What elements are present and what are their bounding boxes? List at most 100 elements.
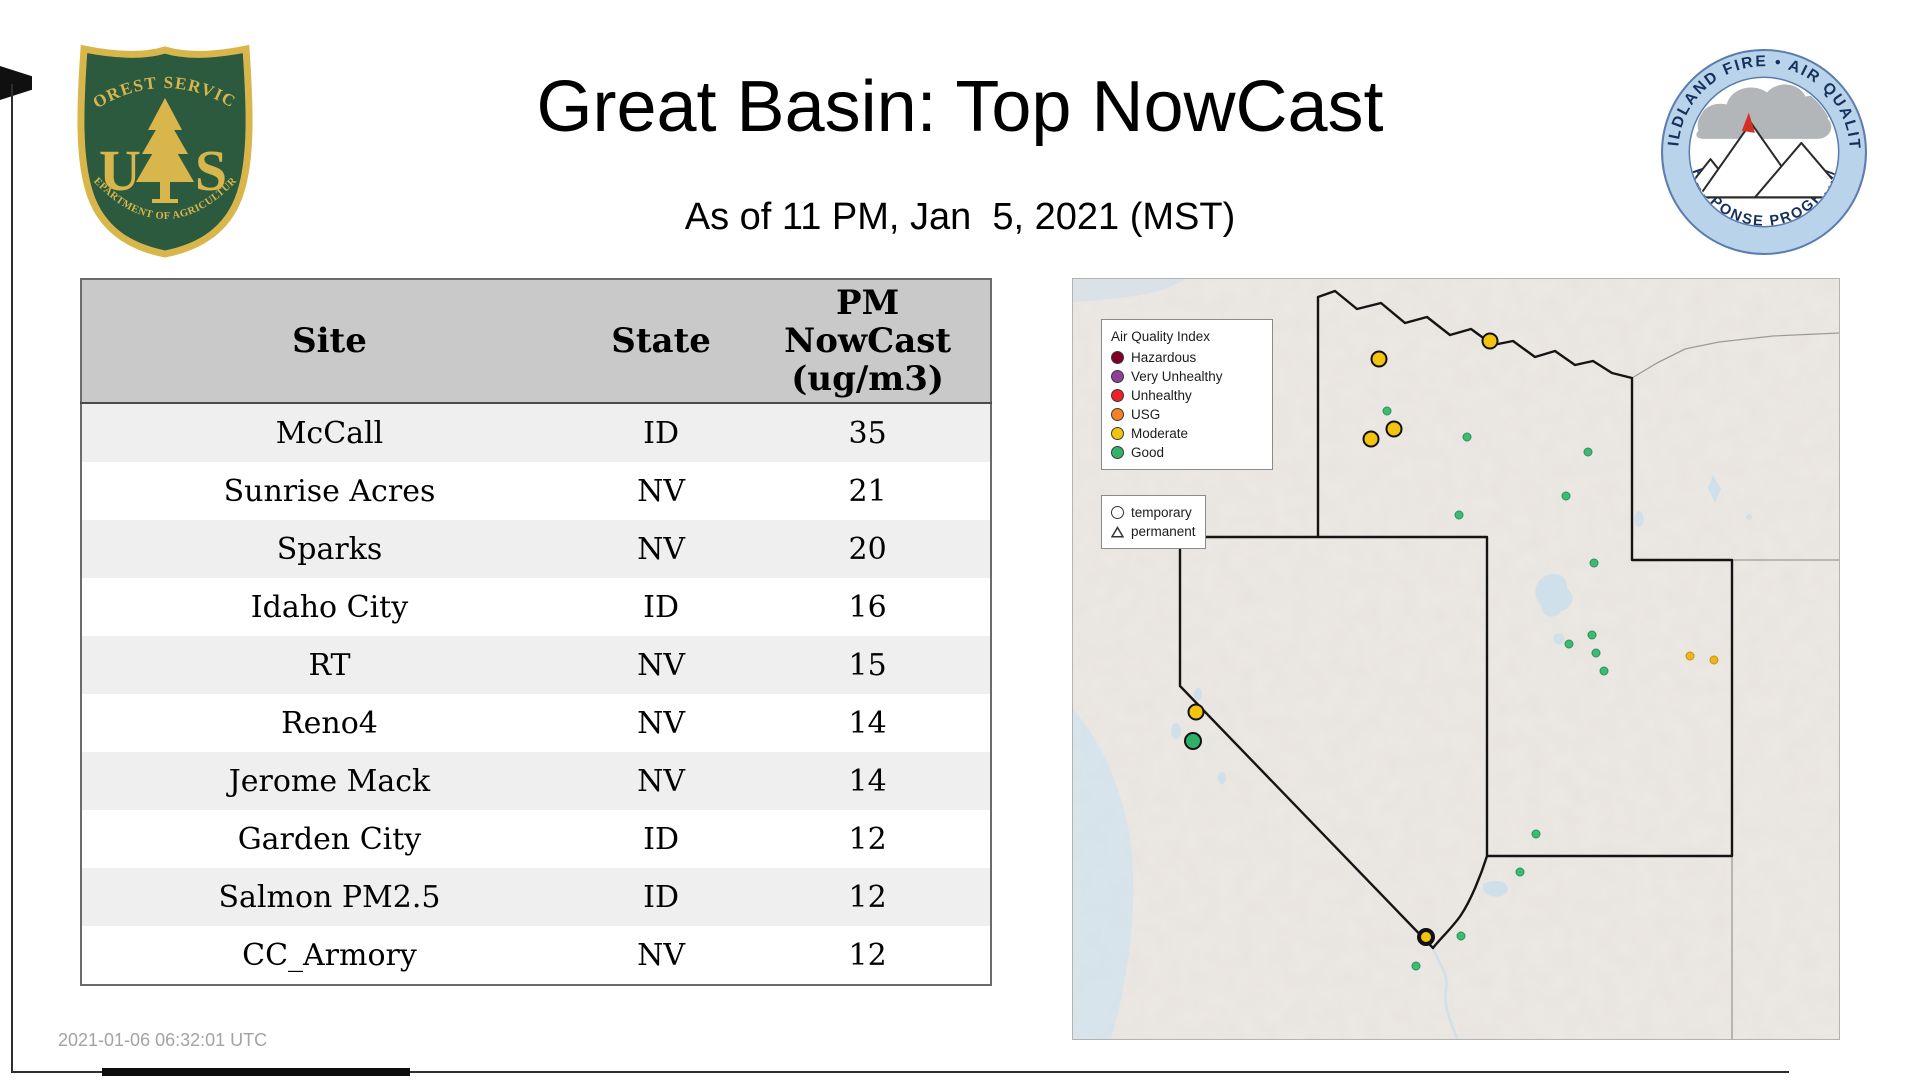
map-marker-moderate-small (1709, 655, 1719, 665)
water-bodies (1073, 279, 1752, 1039)
map-marker-good-small (1382, 406, 1392, 416)
permanent-label: permanent (1131, 524, 1196, 539)
wfaqrp-logo: WILDLAND FIRE • AIR QUALITY RESPONSE PRO… (1658, 46, 1867, 255)
aqi-legend-title: Air Quality Index (1111, 329, 1211, 344)
aqi-legend-item: Moderate (1111, 424, 1263, 443)
page-title: Great Basin: Top NowCast (536, 67, 1384, 147)
cell-value: 16 (745, 578, 991, 636)
map-marker-moderate-small (1685, 651, 1695, 661)
map-marker-good-small (1589, 558, 1599, 568)
legend-item-temporary: temporary (1111, 503, 1196, 522)
aqi-color-dot (1111, 446, 1124, 459)
map-marker-good-small (1454, 510, 1464, 520)
column-header-pm-nowcast: PM NowCast (ug/m3) (745, 279, 991, 404)
map-marker-good-small (1531, 829, 1541, 839)
cell-state: NV (576, 752, 746, 810)
usfs-letter-u: U (99, 138, 141, 203)
aqi-legend-item: USG (1111, 405, 1263, 424)
table-row: Garden City ID 12 (81, 810, 991, 868)
cell-state: NV (576, 636, 746, 694)
map-marker-good-small (1561, 491, 1571, 501)
map-marker-moderate-temporary (1385, 420, 1403, 438)
cell-site: Sunrise Acres (81, 462, 577, 520)
aqi-color-dot (1111, 389, 1124, 402)
aqi-legend-item: Hazardous (1111, 348, 1263, 367)
aqi-color-dot (1111, 408, 1124, 421)
usfs-letter-s: S (195, 138, 227, 203)
map-marker-good-temporary (1184, 732, 1203, 751)
cell-value: 21 (745, 462, 991, 520)
map-marker-good-small (1583, 447, 1593, 457)
aqi-legend-label: Very Unhealthy (1131, 369, 1223, 384)
map-marker-good-small (1456, 931, 1466, 941)
map-marker-good-small (1591, 648, 1601, 658)
cell-site: Garden City (81, 810, 577, 868)
cell-value: 15 (745, 636, 991, 694)
cell-site: McCall (81, 403, 577, 462)
column-header-state: State (576, 279, 746, 404)
cell-state: NV (576, 520, 746, 578)
great-basin-map: Air Quality Index Hazardous Very Unhealth… (1072, 278, 1840, 1040)
table-body: McCall ID 35 Sunrise Acres NV 21 Sparks NV 20 Ida… (81, 403, 991, 985)
aqi-legend-label: Unhealthy (1131, 388, 1192, 403)
map-marker-moderate-temporary (1187, 703, 1205, 721)
cell-value: 14 (745, 694, 991, 752)
cell-site: RT (81, 636, 577, 694)
table-row: McCall ID 35 (81, 403, 991, 462)
nowcast-table: Site State PM NowCast (ug/m3) McCall ID 35… (80, 278, 992, 986)
aqi-legend-items: Hazardous Very Unhealthy Unhealthy USG Moder… (1111, 348, 1263, 462)
aqi-color-dot (1111, 370, 1124, 383)
cell-state: ID (576, 403, 746, 462)
map-marker-moderate-temporary (1362, 430, 1380, 448)
cell-value: 14 (745, 752, 991, 810)
screen-edge-line-bottom (11, 1071, 1789, 1073)
map-marker-good-small (1587, 630, 1597, 640)
map-marker-good-small (1599, 666, 1609, 676)
cell-site: Salmon PM2.5 (81, 868, 577, 926)
temporary-circle-icon (1111, 506, 1124, 519)
screen-edge-line-left (11, 84, 13, 1072)
cell-state: ID (576, 868, 746, 926)
cell-site: CC_Armory (81, 926, 577, 985)
map-marker-good-small (1411, 961, 1421, 971)
table-row: CC_Armory NV 12 (81, 926, 991, 985)
aqi-legend-label: Moderate (1131, 426, 1189, 441)
table-row: Idaho City ID 16 (81, 578, 991, 636)
flame-icon (1741, 112, 1755, 133)
cell-state: NV (576, 462, 746, 520)
cell-value: 20 (745, 520, 991, 578)
generated-timestamp: 2021-01-06 06:32:01 UTC (58, 1030, 268, 1050)
aqi-legend-item: Unhealthy (1111, 386, 1263, 405)
cell-site: Sparks (81, 520, 577, 578)
map-marker-moderate-temporary (1417, 928, 1436, 947)
pine-tree-icon (136, 98, 194, 203)
table-row: RT NV 15 (81, 636, 991, 694)
page-subtitle: As of 11 PM, Jan 5, 2021 (MST) (684, 196, 1236, 238)
legend-item-permanent: permanent (1111, 522, 1196, 541)
aqi-color-dot (1111, 351, 1124, 364)
aqi-legend-item: Very Unhealthy (1111, 367, 1263, 386)
cell-value: 12 (745, 926, 991, 985)
aqi-color-dot (1111, 427, 1124, 440)
map-marker-good-small (1515, 867, 1525, 877)
smoke-cloud-icon (1696, 84, 1832, 139)
aqi-legend-item: Good (1111, 443, 1263, 462)
great-basin-outline (1178, 289, 1734, 950)
cell-value: 12 (745, 868, 991, 926)
table-row: Sparks NV 20 (81, 520, 991, 578)
map-marker-moderate-temporary (1481, 332, 1499, 350)
cell-value: 12 (745, 810, 991, 868)
aqi-legend-label: Hazardous (1131, 350, 1197, 365)
table-header-row: Site State PM NowCast (ug/m3) (81, 279, 991, 404)
cell-state: NV (576, 694, 746, 752)
table-row: Jerome Mack NV 14 (81, 752, 991, 810)
cell-state: ID (576, 578, 746, 636)
map-marker-moderate-temporary (1370, 350, 1388, 368)
map-marker-good-small (1564, 639, 1574, 649)
temporary-label: temporary (1131, 505, 1192, 520)
usfs-logo: FOREST SERVICE U S DEPARTMENT OF AGRICUL… (70, 42, 253, 258)
cell-site: Jerome Mack (81, 752, 577, 810)
aqi-legend: Air Quality Index Hazardous Very Unhealth… (1101, 319, 1273, 470)
cell-site: Reno4 (81, 694, 577, 752)
